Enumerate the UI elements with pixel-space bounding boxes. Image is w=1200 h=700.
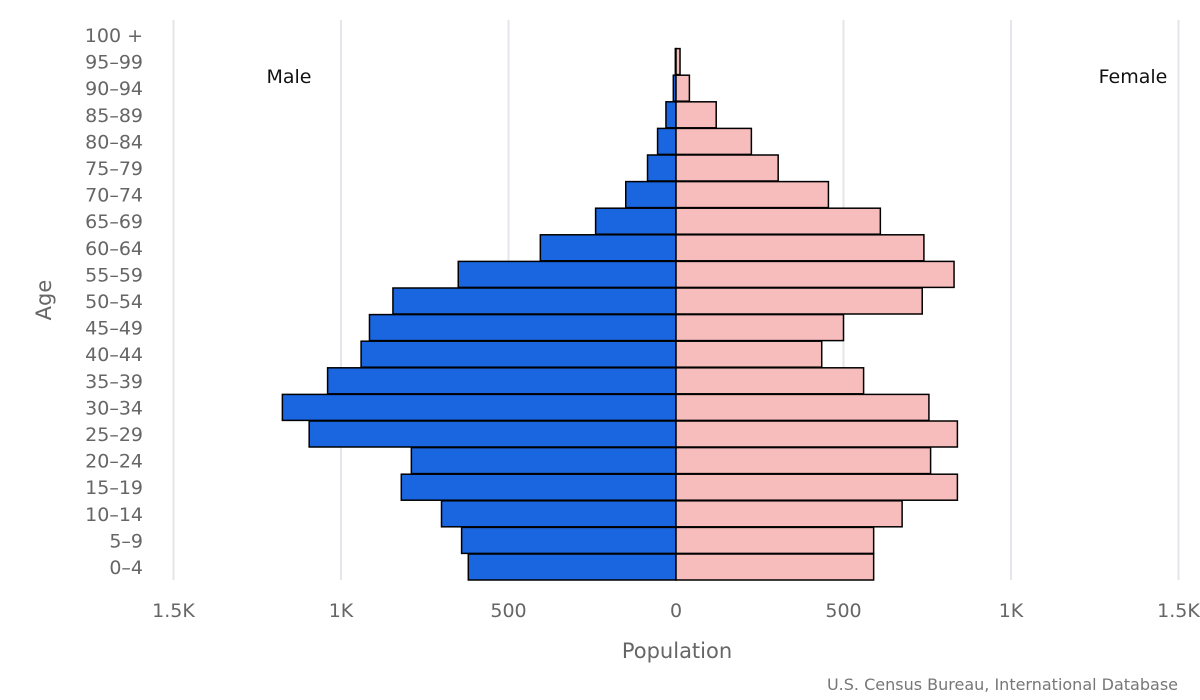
female-bar [675, 313, 845, 342]
female-bar [675, 473, 959, 501]
female-bar [675, 260, 955, 289]
y-tick-label: 60–64 [85, 238, 143, 260]
y-tick-label: 30–34 [85, 397, 143, 419]
y-tick-label: 40–44 [85, 344, 143, 366]
male-bar [656, 127, 677, 156]
female-bar [675, 101, 717, 129]
y-tick-label: 25–29 [85, 424, 143, 446]
male-bar [539, 234, 677, 262]
bars [281, 47, 959, 581]
x-tick-label: 1K [999, 600, 1024, 622]
y-tick-label: 45–49 [85, 318, 143, 340]
female-bar [675, 420, 959, 448]
x-tick-label: 1K [329, 600, 354, 622]
female-bar [675, 47, 681, 76]
female-bar [675, 500, 903, 528]
female-label: Female [1099, 66, 1168, 88]
x-tick-label: 1.5K [152, 600, 195, 622]
female-bar [675, 393, 930, 422]
male-bar [625, 180, 677, 209]
male-bar [326, 367, 677, 395]
y-tick-label: 10–14 [85, 504, 143, 526]
y-axis-title: Age [32, 280, 56, 321]
female-bar [675, 526, 875, 555]
male-bar [467, 553, 677, 581]
x-tick-label: 1.5K [1157, 600, 1200, 622]
female-bar [675, 207, 882, 235]
y-tick-label: 55–59 [85, 264, 143, 286]
x-axis-title: Population [622, 639, 732, 663]
y-tick-label: 85–89 [85, 105, 143, 127]
female-bar [675, 340, 823, 368]
y-tick-label: 35–39 [85, 371, 143, 393]
x-axis-tick-labels: 1.5K 1K 500 0 500 1K 1.5K [152, 600, 1200, 622]
y-tick-label: 65–69 [85, 211, 143, 233]
male-bar [400, 473, 677, 501]
male-bar [368, 313, 677, 342]
y-tick-label: 0–4 [109, 557, 143, 579]
male-bar [460, 526, 677, 555]
male-bar [440, 500, 677, 528]
female-bar [675, 234, 925, 262]
y-tick-label: 80–84 [85, 131, 143, 153]
y-tick-label: 5–9 [109, 530, 143, 552]
male-bar [594, 207, 677, 235]
male-bar [360, 340, 677, 368]
y-tick-label: 50–54 [85, 291, 143, 313]
male-bar [392, 287, 677, 315]
x-tick-label: 500 [825, 600, 861, 622]
female-bar [675, 180, 830, 209]
y-tick-label: 75–79 [85, 158, 143, 180]
male-bar [646, 154, 677, 182]
y-tick-label: 20–24 [85, 451, 143, 473]
female-bar [675, 154, 779, 182]
male-bar [410, 446, 677, 475]
y-tick-label: 15–19 [85, 477, 143, 499]
male-bar [281, 393, 677, 422]
x-tick-label: 500 [490, 600, 526, 622]
y-axis-tick-labels: 0–4 5–9 10–14 15–19 20–24 25–29 30–34 35–39 40–4… [85, 25, 143, 579]
y-tick-label: 95–99 [85, 52, 143, 74]
female-bar [675, 553, 875, 581]
female-bar [675, 287, 923, 315]
male-bar [665, 101, 677, 129]
female-bar [675, 367, 865, 395]
x-tick-label: 0 [670, 600, 682, 622]
credit-text: U.S. Census Bureau, International Databa… [827, 675, 1178, 694]
female-bar [675, 446, 932, 475]
male-bar [308, 420, 677, 448]
female-bar [675, 127, 753, 156]
y-tick-label: 90–94 [85, 78, 143, 100]
male-label: Male [266, 66, 311, 88]
female-bar [675, 74, 691, 102]
y-tick-label: 100 + [85, 25, 143, 47]
y-tick-label: 70–74 [85, 185, 143, 207]
male-bar [457, 260, 677, 289]
